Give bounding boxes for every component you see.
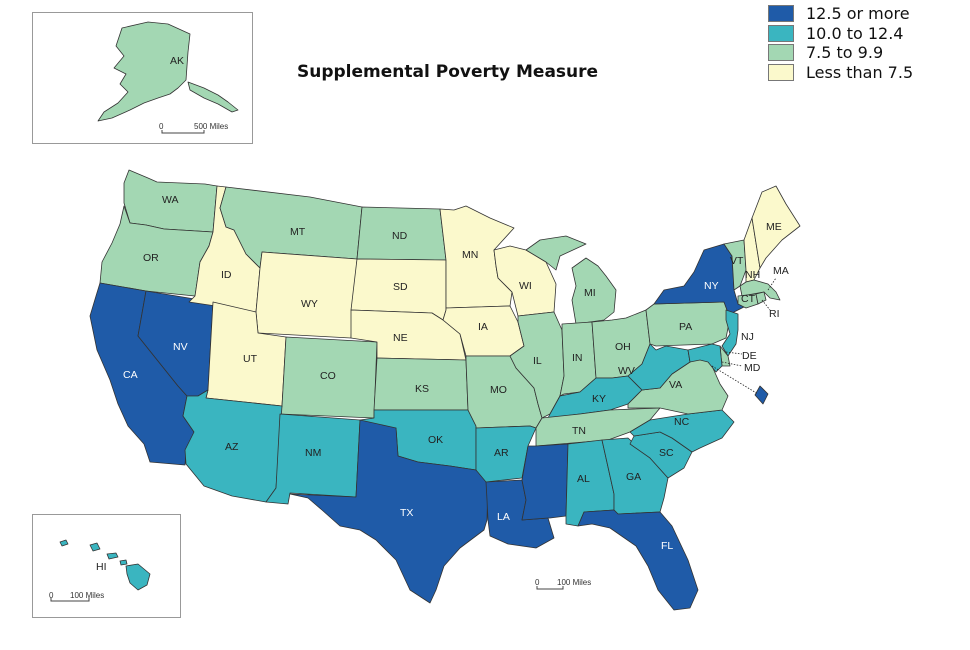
scale-bar-hawaii (50, 598, 90, 602)
scale-zero-alaska: 0 (159, 122, 164, 131)
leader-line-de (725, 351, 743, 355)
state-label: NH (745, 269, 760, 281)
state-label: WA (162, 194, 179, 206)
state-label: WI (519, 280, 532, 292)
state-label: ME (766, 221, 782, 233)
state-label: NV (173, 341, 188, 353)
state-label: ID (221, 269, 232, 281)
state-ms[interactable] (521, 443, 569, 521)
state-label: MI (584, 287, 596, 299)
state-label: AK (170, 55, 184, 67)
state-label: IL (533, 355, 542, 367)
state-tx[interactable] (289, 419, 489, 604)
state-label: WV (618, 365, 635, 377)
scale-bar-alaska (161, 130, 205, 134)
state-label: NJ (741, 331, 754, 343)
state-label: UT (243, 353, 258, 365)
legend-label: 7.5 to 9.9 (806, 43, 884, 63)
state-label: AZ (225, 441, 239, 453)
state-label: ND (392, 230, 408, 242)
state-label: NC (674, 416, 690, 428)
state-ri[interactable] (755, 291, 767, 305)
state-label: SD (393, 281, 408, 293)
state-label: KS (415, 383, 429, 395)
scale-label-alaska: 500 Miles (194, 122, 228, 131)
state-label: DE (742, 350, 757, 362)
leader-line-ma (767, 277, 777, 291)
state-label: SC (659, 447, 674, 459)
scale-label-hawaii: 100 Miles (70, 591, 104, 600)
state-label: FL (661, 540, 673, 552)
state-label: HI (96, 561, 107, 573)
state-me[interactable] (751, 185, 801, 269)
leader-line-ri (761, 299, 771, 311)
state-label: OK (428, 434, 443, 446)
legend-item: 10.0 to 12.4 (768, 24, 913, 44)
state-label: AL (577, 473, 590, 485)
state-label: IA (478, 321, 488, 333)
state-label: VA (669, 379, 682, 391)
state-label: CO (320, 370, 336, 382)
state-label: LA (497, 511, 510, 523)
legend-item: Less than 7.5 (768, 63, 913, 83)
state-label: PA (679, 321, 692, 333)
state-label: GA (626, 471, 641, 483)
legend: 12.5 or more 10.0 to 12.4 7.5 to 9.9 Les… (768, 4, 913, 82)
state-label: WY (301, 298, 318, 310)
legend-item: 12.5 or more (768, 4, 913, 24)
state-ak[interactable] (97, 21, 239, 122)
legend-label: 12.5 or more (806, 4, 910, 24)
state-dc[interactable] (754, 385, 769, 405)
legend-label: Less than 7.5 (806, 62, 914, 82)
state-label: TN (572, 425, 586, 437)
state-nm[interactable] (265, 413, 361, 505)
state-md[interactable] (687, 343, 723, 373)
state-label: MD (744, 362, 761, 374)
scale-zero-main: 0 (535, 578, 540, 587)
state-label: MA (773, 265, 789, 277)
state-label: IN (572, 352, 583, 364)
state-label: NE (393, 332, 408, 344)
state-fl[interactable] (577, 509, 699, 611)
state-nc[interactable] (629, 409, 735, 453)
state-label: AR (494, 447, 509, 459)
legend-label: 10.0 to 12.4 (806, 23, 904, 43)
state-label: RI (769, 308, 780, 320)
state-label: CT (741, 293, 756, 305)
map-title: Supplemental Poverty Measure (297, 62, 599, 82)
legend-swatch (768, 5, 794, 23)
state-label: DC (766, 397, 782, 409)
state-label: OR (143, 252, 159, 264)
leader-line-md (721, 361, 743, 367)
legend-swatch (768, 44, 794, 62)
state-label: OH (615, 341, 631, 353)
legend-swatch (768, 63, 794, 81)
state-label: MO (490, 384, 507, 396)
state-mi[interactable] (525, 235, 617, 325)
state-label: NY (704, 280, 719, 292)
scale-bar-main (536, 586, 564, 590)
state-label: MT (290, 226, 306, 238)
state-label: VT (730, 255, 744, 267)
scale-zero-hawaii: 0 (49, 591, 54, 600)
state-label: KY (592, 393, 606, 405)
scale-label-main: 100 Miles (557, 578, 591, 587)
state-hi[interactable] (59, 539, 151, 591)
state-label: TX (400, 507, 413, 519)
legend-item: 7.5 to 9.9 (768, 43, 913, 63)
state-wy[interactable] (255, 251, 358, 339)
state-co[interactable] (279, 336, 378, 419)
state-label: MN (462, 249, 478, 261)
state-ct[interactable] (737, 293, 759, 309)
state-label: CA (123, 369, 138, 381)
state-label: NM (305, 447, 321, 459)
legend-swatch (768, 24, 794, 42)
